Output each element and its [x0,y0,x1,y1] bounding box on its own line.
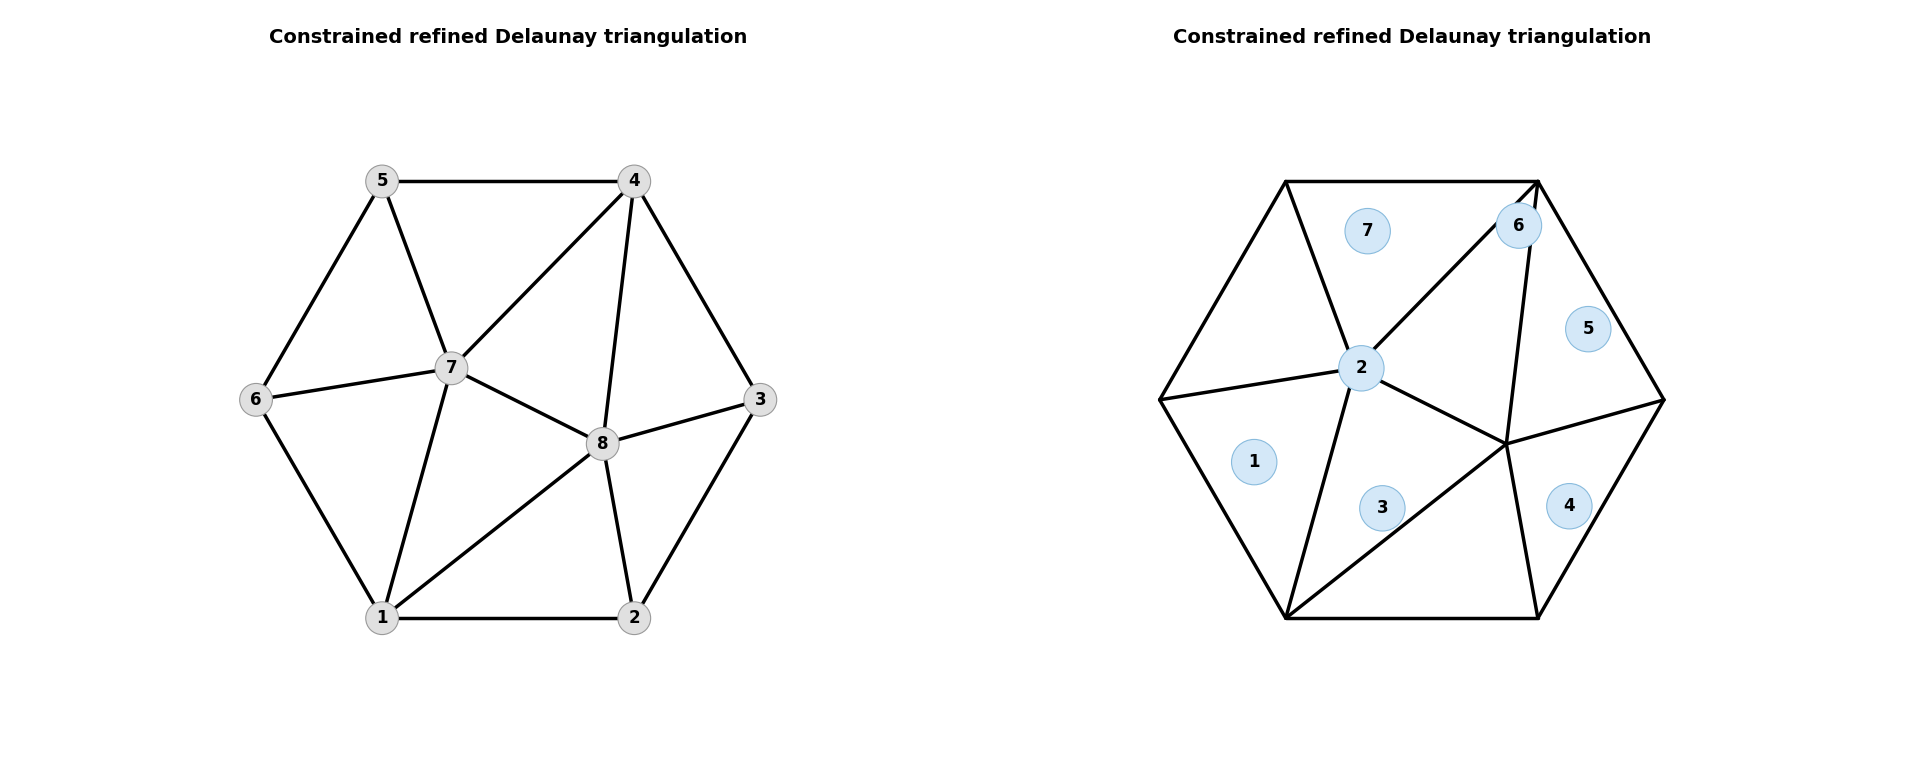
Text: 3: 3 [755,391,766,409]
Circle shape [1231,439,1277,485]
Text: 7: 7 [1361,222,1373,240]
Title: Constrained refined Delaunay triangulation: Constrained refined Delaunay triangulati… [269,28,747,47]
Text: 6: 6 [250,391,261,409]
Circle shape [240,383,273,416]
Title: Constrained refined Delaunay triangulation: Constrained refined Delaunay triangulati… [1173,28,1651,47]
Circle shape [743,383,778,416]
Circle shape [436,352,468,385]
Circle shape [1359,485,1405,531]
Text: 3: 3 [1377,499,1388,518]
Circle shape [618,602,651,634]
Circle shape [365,602,399,634]
Text: 5: 5 [1582,320,1594,338]
Text: 2: 2 [1356,359,1367,377]
Circle shape [1346,208,1390,254]
Text: 1: 1 [376,609,388,627]
Text: 7: 7 [445,359,457,377]
Circle shape [1496,203,1542,248]
Text: 8: 8 [597,435,609,453]
Circle shape [586,428,618,460]
Circle shape [1565,306,1611,352]
Text: 4: 4 [1563,497,1574,515]
Text: 1: 1 [1248,453,1260,471]
Circle shape [1338,346,1384,391]
Text: 5: 5 [376,173,388,190]
Text: 4: 4 [628,173,639,190]
Circle shape [365,165,399,198]
Text: 2: 2 [628,609,639,627]
Circle shape [618,165,651,198]
Text: 6: 6 [1513,217,1524,234]
Circle shape [1548,484,1592,529]
